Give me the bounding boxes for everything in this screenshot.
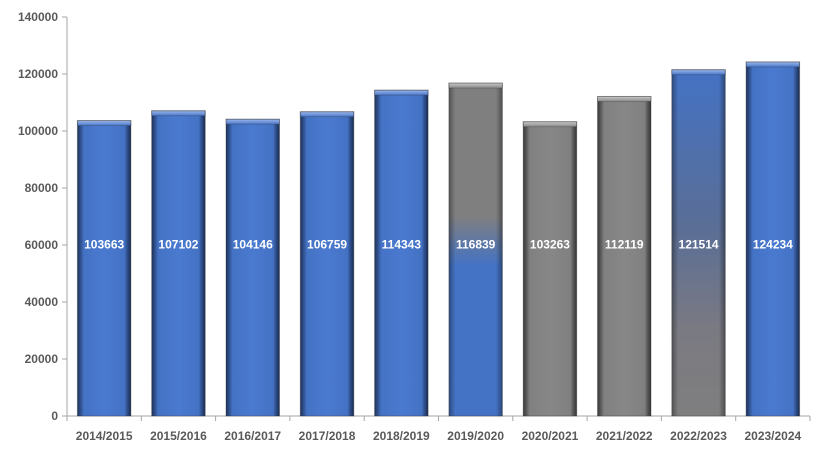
bar-cap [225, 118, 280, 125]
bar-2015-2016 [151, 110, 206, 417]
bar-2016-2017 [225, 118, 280, 417]
data-label: 124234 [753, 237, 793, 251]
bar-shading [151, 110, 206, 416]
data-label: 116839 [456, 237, 496, 251]
bar-2019-2020 [448, 82, 503, 417]
labels: 103663 2014/2015 107102 2015/2016 104146 2016… [76, 237, 802, 443]
bars [76, 61, 801, 417]
x-tick-label: 2022/2023 [670, 429, 727, 443]
data-label: 114343 [382, 237, 422, 251]
data-label: 106759 [307, 237, 347, 251]
bar-cap [522, 121, 578, 128]
bar-shading [374, 90, 429, 417]
bar-outline [597, 95, 652, 417]
bar-shading [448, 83, 503, 416]
data-label: 121514 [679, 237, 719, 251]
data-label: 112119 [605, 237, 644, 251]
data-label: 107102 [158, 237, 198, 251]
data-label: 103263 [530, 237, 570, 251]
bar-shading [226, 119, 280, 416]
bar-cap [671, 69, 726, 76]
bar-cap [448, 82, 503, 89]
bar-outline [374, 89, 429, 417]
x-tick-label: 2016/2017 [224, 429, 281, 443]
bar-outline [76, 120, 132, 417]
bar-shading [597, 96, 651, 417]
bar-2018-2019 [374, 89, 429, 417]
x-tick-label: 2020/2021 [522, 429, 579, 443]
x-tick-label: 2023/2024 [744, 429, 801, 443]
bar-2017-2018 [299, 111, 355, 417]
data-label: 103663 [84, 237, 124, 251]
y-tick-label: 0 [51, 409, 58, 423]
y-tick-label: 120000 [18, 67, 58, 81]
y-tick-label: 140000 [18, 10, 58, 24]
y-tick-label: 20000 [25, 352, 59, 366]
bar-2022-2023 [671, 69, 726, 417]
bar-outline [745, 61, 801, 417]
data-label: 104146 [233, 237, 273, 251]
bar-2021-2022 [597, 95, 652, 417]
bar-outline [522, 121, 578, 417]
bar-shading [77, 120, 131, 416]
bar-cap [299, 111, 355, 118]
bar-cap [597, 96, 652, 102]
bar-cap [151, 110, 206, 117]
x-tick-label: 2017/2018 [299, 429, 356, 443]
x-tick-label: 2015/2016 [150, 429, 207, 443]
bar-shading [671, 69, 726, 417]
bar-2014-2015 [76, 120, 132, 417]
bar-cap [374, 89, 429, 96]
bar-shading [523, 121, 577, 417]
bar-2020-2021 [522, 121, 578, 417]
bar-outline [448, 82, 503, 417]
x-tick-label: 2021/2022 [596, 429, 653, 443]
bar-outline [151, 110, 206, 417]
bar-outline [225, 118, 280, 417]
bar-shading [300, 111, 354, 416]
bar-shading [746, 61, 800, 416]
bar-outline [299, 111, 355, 417]
bar-outline [671, 69, 726, 417]
y-tick-label: 80000 [25, 181, 59, 195]
y-tick-label: 60000 [25, 238, 59, 252]
x-tick-label: 2014/2015 [76, 429, 133, 443]
bar-cap [77, 120, 132, 126]
axes: 0 20000 40000 60000 80000 100000 120000 140000 [18, 10, 811, 423]
bar-2023-2024 [745, 61, 801, 417]
x-tick-label: 2018/2019 [373, 429, 430, 443]
x-tick-label: 2019/2020 [447, 429, 504, 443]
bar-cap [745, 61, 800, 68]
y-tick-label: 40000 [25, 295, 59, 309]
y-tick-label: 100000 [18, 124, 58, 138]
